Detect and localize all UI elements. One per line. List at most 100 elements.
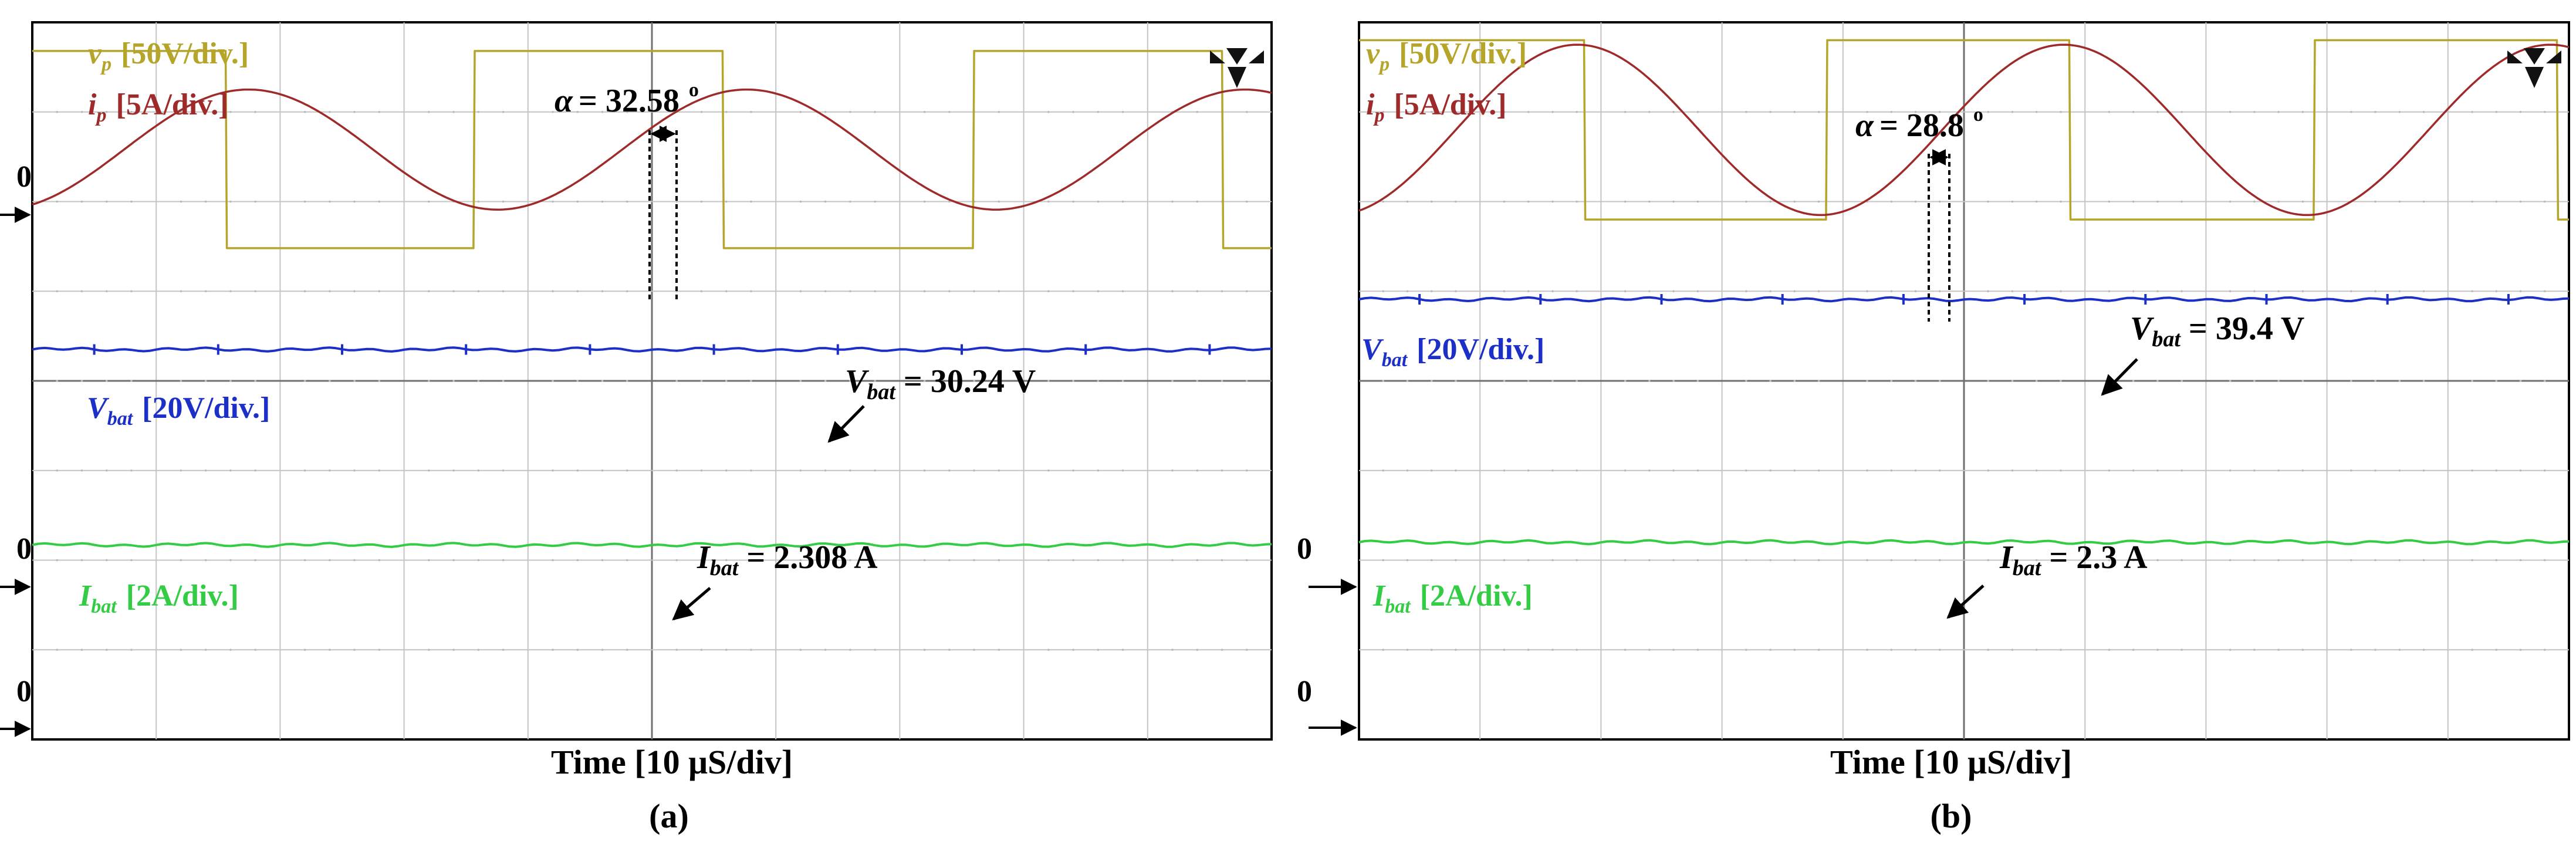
panel-caption: (a): [649, 797, 689, 835]
grid-tick: [204, 290, 207, 293]
grid-tick: [1527, 110, 1530, 113]
grid-tick: [799, 469, 802, 472]
grid-tick: [849, 648, 851, 651]
grid-tick: [1406, 469, 1409, 472]
grid-tick: [1624, 469, 1627, 472]
vp-channel-label: vp [50V/div.]: [1366, 37, 1527, 75]
grid-tick: [1097, 469, 1100, 472]
grid-tick: [2277, 200, 2280, 203]
grid-tick: [2156, 380, 2159, 382]
grid-tick: [601, 290, 604, 293]
grid-tick: [353, 380, 356, 382]
grid-tick: [2181, 110, 2183, 113]
grid-tick: [2301, 648, 2304, 651]
grid-tick: [180, 200, 182, 203]
grid-tick: [1624, 648, 1627, 651]
grid-tick: [626, 469, 628, 472]
grid-tick: [1866, 469, 1868, 472]
grid-tick: [601, 559, 604, 562]
grid-tick: [1576, 648, 1578, 651]
scope-grid: [32, 22, 1272, 739]
grid-tick: [725, 290, 728, 293]
grid-tick: [2132, 290, 2135, 293]
grid-tick: [130, 648, 133, 651]
grid-tick: [1938, 290, 1941, 293]
grid-tick: [1245, 200, 1248, 203]
grid-tick: [799, 290, 802, 293]
grid-tick: [1503, 648, 1506, 651]
grid-tick: [1648, 648, 1651, 651]
grid-tick: [2011, 290, 2014, 293]
grid-tick: [2519, 380, 2522, 382]
grid-tick: [2253, 648, 2256, 651]
grid-tick: [2035, 380, 2038, 382]
grid-tick: [1696, 648, 1699, 651]
grid-tick: [502, 469, 505, 472]
grid-tick: [2471, 380, 2473, 382]
grid-tick: [576, 110, 579, 113]
scope-grid: [1359, 22, 2569, 739]
grid-tick: [2471, 559, 2473, 562]
trace-i-bat: [32, 542, 1272, 548]
grid-tick: [675, 380, 678, 382]
grid-tick: [1430, 200, 1433, 203]
grid-tick: [2011, 648, 2014, 651]
grid-tick: [502, 290, 505, 293]
grid-tick: [1097, 200, 1100, 203]
grid-tick: [353, 648, 356, 651]
ibat-value-annotation: Ibat = 2.308 A: [697, 539, 878, 580]
grid-tick: [2422, 380, 2425, 382]
grid-tick: [552, 200, 554, 203]
grid-tick: [1121, 110, 1124, 113]
grid-tick: [1196, 290, 1199, 293]
grid-tick: [552, 559, 554, 562]
grid-tick: [2543, 648, 2546, 651]
grid-tick: [2350, 648, 2352, 651]
grid-tick: [1196, 648, 1199, 651]
grid-tick: [2253, 559, 2256, 562]
grid-tick: [973, 290, 975, 293]
grid-tick: [2011, 110, 2014, 113]
vbat-pointer-arrow: [827, 405, 865, 443]
ibat-channel-label: Ibat [2A/div.]: [79, 579, 239, 617]
grid-tick: [1793, 559, 1796, 562]
grid-tick: [2060, 648, 2062, 651]
grid-tick: [378, 648, 381, 651]
grid-tick: [1576, 200, 1578, 203]
grid-tick: [378, 290, 381, 293]
grid-tick: [105, 200, 108, 203]
grid-tick: [1221, 290, 1223, 293]
grid-tick: [1047, 559, 1050, 562]
x-axis-label: Time [10 μS/div]: [551, 743, 793, 781]
vbat-value-annotation: Vbat = 39.4 V: [2130, 310, 2304, 352]
grid-tick: [849, 110, 851, 113]
grid-tick: [1793, 380, 1796, 382]
grid-tick: [923, 200, 926, 203]
trace-i-p: [1358, 43, 2570, 217]
grid-tick: [80, 200, 83, 203]
grid-tick: [1987, 559, 1990, 562]
grid-tick: [1245, 648, 1248, 651]
ip-channel-label: ip [5A/div.]: [1366, 88, 1507, 126]
grid-tick: [1430, 648, 1433, 651]
grid-tick: [1047, 469, 1050, 472]
grid-tick: [1047, 648, 1050, 651]
grid-tick: [2398, 110, 2401, 113]
grid-tick: [130, 200, 133, 203]
ground-marker-lower: 0: [16, 532, 32, 566]
grid-tick: [998, 559, 1000, 562]
grid-tick: [2229, 200, 2232, 203]
grid-tick: [601, 469, 604, 472]
grid-tick: [1097, 380, 1100, 382]
grid-tick: [477, 110, 480, 113]
grid-tick: [2422, 200, 2425, 203]
grid-tick: [1503, 559, 1506, 562]
grid-tick: [477, 380, 480, 382]
grid-tick: [105, 380, 108, 382]
grid-tick: [1576, 469, 1578, 472]
grid-tick: [700, 648, 703, 651]
grid-tick: [1672, 290, 1675, 293]
grid-tick: [229, 469, 232, 472]
grid-tick: [675, 648, 678, 651]
grid-tick: [1672, 380, 1675, 382]
